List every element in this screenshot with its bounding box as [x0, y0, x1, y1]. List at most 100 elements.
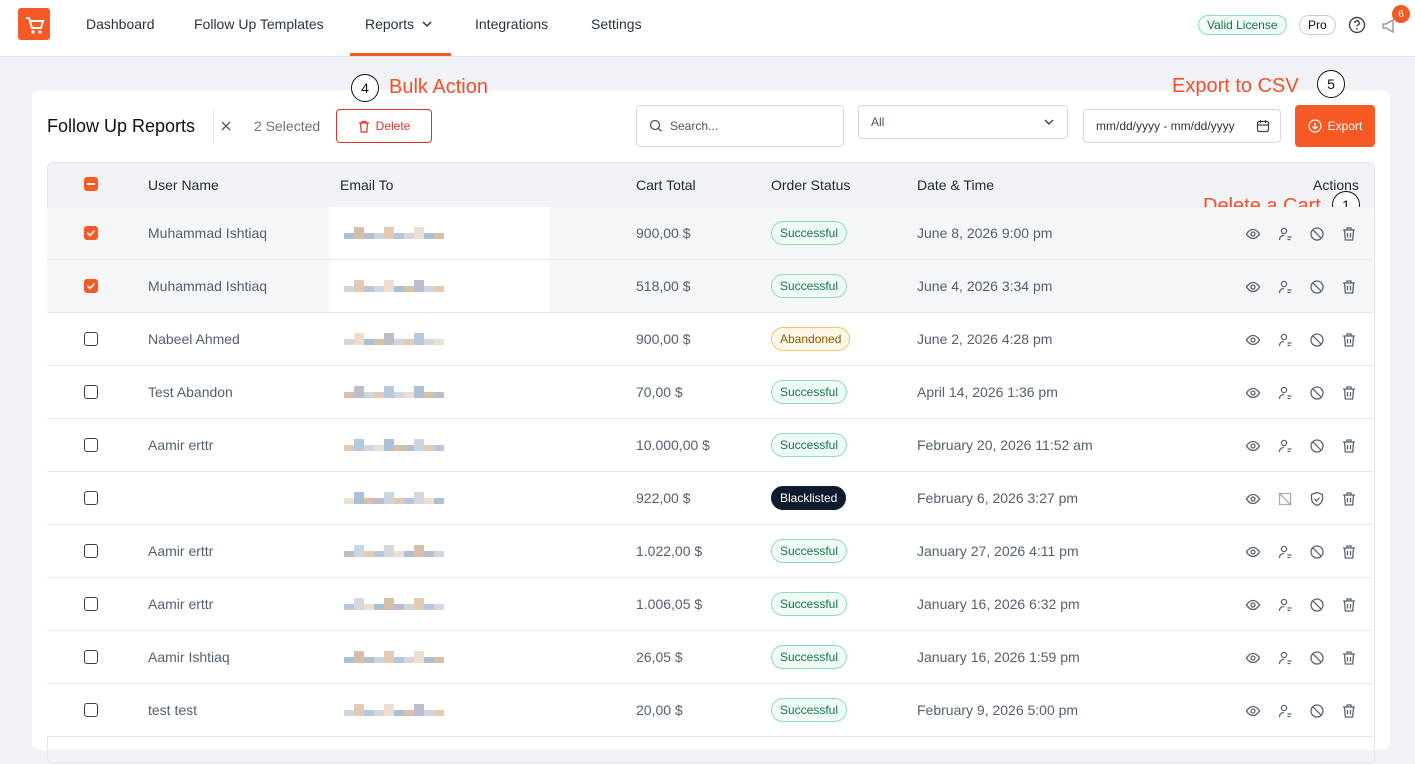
delete-cart-icon-part	[1343, 704, 1355, 718]
row-checkbox[interactable]	[84, 491, 98, 505]
email-redacted	[424, 657, 434, 663]
delete-cart-icon[interactable]	[1341, 650, 1357, 666]
unsubscribe-icon[interactable]	[1277, 650, 1293, 666]
blacklist-icon[interactable]	[1309, 332, 1325, 348]
annotation-number: 5	[1317, 70, 1345, 98]
delete-cart-icon[interactable]	[1341, 597, 1357, 613]
row-checkbox[interactable]	[84, 279, 98, 293]
row-checkbox[interactable]	[84, 332, 98, 346]
email-redacted	[384, 651, 394, 663]
email-redacted	[384, 492, 394, 504]
email-redacted	[434, 551, 444, 557]
blacklist-icon[interactable]	[1309, 279, 1325, 295]
export-arrow	[1311, 123, 1318, 130]
view-icon-part	[1250, 443, 1256, 449]
view-icon[interactable]	[1245, 491, 1261, 507]
nav-item[interactable]: Follow Up Templates	[194, 16, 324, 32]
delete-cart-icon[interactable]	[1341, 438, 1357, 454]
email-redacted	[414, 651, 424, 663]
email-redacted	[384, 227, 394, 239]
delete-button[interactable]: Delete	[336, 109, 432, 143]
blacklist-icon[interactable]	[1309, 703, 1325, 719]
export-circle	[1308, 119, 1322, 133]
clear-selection[interactable]	[220, 120, 232, 132]
unsubscribe-icon-part	[1278, 711, 1292, 718]
unsubscribe-icon-part	[1278, 234, 1292, 241]
view-icon[interactable]	[1245, 544, 1261, 560]
unsubscribe-icon[interactable]	[1277, 491, 1293, 507]
blacklist-icon[interactable]	[1309, 226, 1325, 242]
email-redacted	[374, 286, 384, 292]
help-icon[interactable]	[1348, 16, 1366, 34]
email-redacted	[394, 657, 404, 663]
blacklist-icon[interactable]	[1309, 544, 1325, 560]
view-icon[interactable]	[1245, 385, 1261, 401]
blacklist-icon[interactable]	[1309, 491, 1325, 507]
unsubscribe-icon[interactable]	[1277, 597, 1293, 613]
row-checkbox[interactable]	[84, 544, 98, 558]
view-icon[interactable]	[1245, 650, 1261, 666]
unsubscribe-icon[interactable]	[1277, 703, 1293, 719]
email-redacted	[414, 704, 424, 716]
delete-cart-icon-part	[1343, 386, 1355, 400]
row-checkbox[interactable]	[84, 650, 98, 664]
delete-cart-icon[interactable]	[1341, 491, 1357, 507]
unsubscribe-icon[interactable]	[1277, 279, 1293, 295]
cart-total: 900,00 $	[636, 225, 691, 241]
unsubscribe-icon-part	[1279, 493, 1291, 505]
nav-item[interactable]: Reports	[365, 16, 415, 32]
email-redacted	[424, 233, 434, 239]
delete-cart-icon[interactable]	[1341, 385, 1357, 401]
view-icon[interactable]	[1245, 597, 1261, 613]
logo[interactable]	[18, 8, 50, 40]
delete-cart-icon[interactable]	[1341, 226, 1357, 242]
email-redacted	[374, 339, 384, 345]
blacklist-icon-part	[1310, 280, 1324, 294]
unsubscribe-icon[interactable]	[1277, 226, 1293, 242]
user-name: Aamir erttr	[148, 437, 214, 453]
blacklist-icon[interactable]	[1309, 385, 1325, 401]
blacklist-icon[interactable]	[1309, 650, 1325, 666]
email-redacted	[404, 445, 414, 451]
email-redacted	[384, 386, 394, 398]
delete-cart-icon[interactable]	[1341, 279, 1357, 295]
date-range[interactable]: mm/dd/yyyy - mm/dd/yyyy	[1083, 109, 1281, 143]
blacklist-icon[interactable]	[1309, 438, 1325, 454]
row-checkbox[interactable]	[84, 226, 98, 240]
delete-cart-icon-part	[1343, 545, 1355, 559]
user-name: Muhammad Ishtiaq	[148, 278, 268, 294]
delete-cart-icon[interactable]	[1341, 544, 1357, 560]
view-icon[interactable]	[1245, 226, 1261, 242]
status-filter[interactable]: All	[858, 105, 1068, 139]
announce-icon[interactable]	[1380, 16, 1400, 36]
unsubscribe-icon[interactable]	[1277, 385, 1293, 401]
row-checkbox[interactable]	[84, 703, 98, 717]
nav-item[interactable]: Settings	[591, 16, 642, 32]
email-redacted	[374, 392, 384, 398]
view-icon[interactable]	[1245, 703, 1261, 719]
cart-total: 900,00 $	[636, 331, 691, 347]
unsubscribe-icon[interactable]	[1277, 544, 1293, 560]
unsubscribe-icon[interactable]	[1277, 332, 1293, 348]
email-redacted	[424, 551, 434, 557]
search-input[interactable]: Search...	[636, 105, 844, 147]
user-name: Muhammad Ishtiaq	[148, 225, 268, 241]
view-icon-part	[1245, 387, 1261, 399]
blacklist-icon[interactable]	[1309, 597, 1325, 613]
blacklist-icon-part	[1310, 598, 1324, 612]
row-checkbox[interactable]	[84, 438, 98, 452]
row-checkbox[interactable]	[84, 385, 98, 399]
view-icon[interactable]	[1245, 332, 1261, 348]
view-icon[interactable]	[1245, 279, 1261, 295]
row-checkbox[interactable]	[84, 597, 98, 611]
select-all-checkbox[interactable]	[84, 177, 98, 191]
delete-cart-icon[interactable]	[1341, 332, 1357, 348]
nav-item[interactable]: Dashboard	[86, 16, 155, 32]
unsubscribe-icon[interactable]	[1277, 438, 1293, 454]
email-redacted	[384, 439, 394, 451]
delete-cart-icon[interactable]	[1341, 703, 1357, 719]
nav-item[interactable]: Integrations	[475, 16, 549, 32]
export-button[interactable]: Export	[1295, 105, 1375, 147]
view-icon[interactable]	[1245, 438, 1261, 454]
